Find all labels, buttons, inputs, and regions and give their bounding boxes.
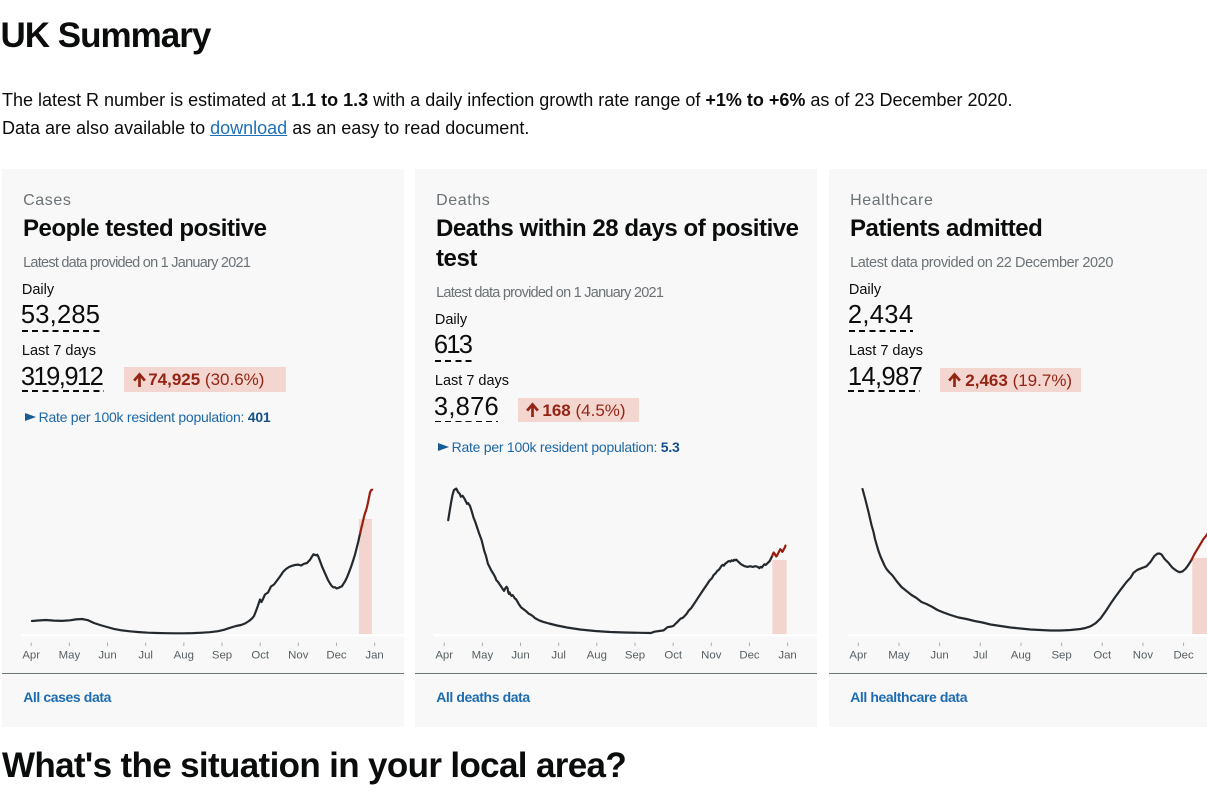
- svg-text:Sep: Sep: [211, 650, 231, 662]
- svg-text:Aug: Aug: [586, 650, 606, 662]
- svg-text:Jun: Jun: [511, 650, 529, 662]
- svg-text:Jun: Jun: [98, 650, 116, 662]
- svg-text:May: May: [58, 650, 80, 662]
- svg-text:Dec: Dec: [1173, 650, 1194, 662]
- svg-text:Aug: Aug: [1010, 650, 1030, 662]
- svg-text:Jun: Jun: [930, 650, 948, 662]
- svg-text:Jul: Jul: [551, 650, 566, 662]
- svg-text:May: May: [471, 650, 493, 662]
- svg-text:Sep: Sep: [1051, 650, 1071, 662]
- svg-text:Aug: Aug: [173, 650, 193, 662]
- svg-text:Apr: Apr: [435, 650, 453, 662]
- svg-text:Jan: Jan: [365, 650, 383, 662]
- svg-text:Sep: Sep: [624, 650, 644, 662]
- svg-text:Jan: Jan: [778, 650, 796, 662]
- svg-text:Jul: Jul: [973, 650, 988, 662]
- svg-text:May: May: [888, 650, 910, 662]
- svg-text:Apr: Apr: [849, 650, 867, 662]
- svg-text:Oct: Oct: [664, 650, 683, 662]
- svg-text:Dec: Dec: [326, 650, 347, 662]
- svg-text:Nov: Nov: [701, 650, 722, 662]
- svg-text:Dec: Dec: [739, 650, 760, 662]
- svg-text:Nov: Nov: [288, 650, 309, 662]
- svg-text:Oct: Oct: [1093, 650, 1112, 662]
- svg-text:Apr: Apr: [22, 650, 40, 662]
- svg-text:Jul: Jul: [138, 650, 153, 662]
- svg-text:Nov: Nov: [1132, 650, 1153, 662]
- svg-text:Oct: Oct: [251, 650, 270, 662]
